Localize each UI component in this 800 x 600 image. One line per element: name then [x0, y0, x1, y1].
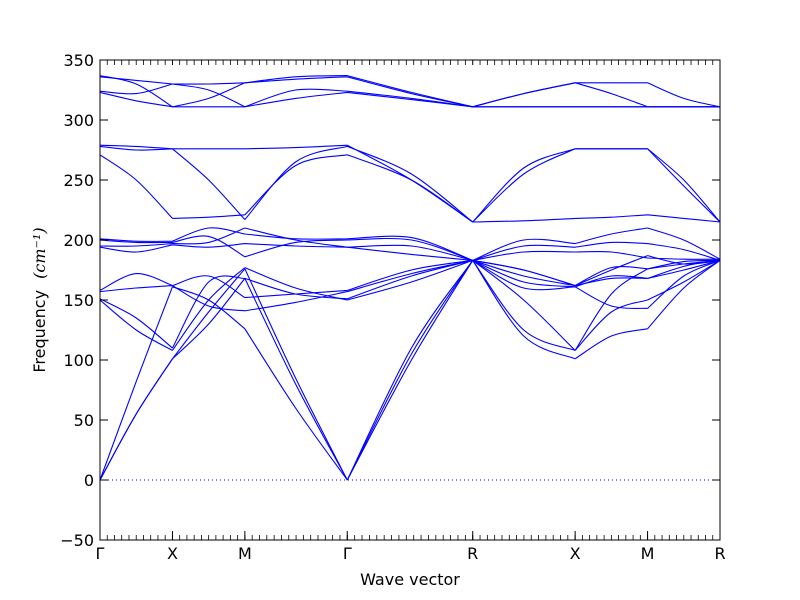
x-tick-label: R: [467, 544, 478, 563]
band-line-11: [100, 227, 720, 287]
y-tick-label: 50: [74, 411, 94, 430]
y-tick-label: 0: [84, 471, 94, 490]
band-line-8: [100, 241, 720, 261]
y-tick-label: 150: [63, 291, 94, 310]
plot-area: [100, 75, 720, 481]
x-tick-label: X: [167, 544, 178, 563]
x-tick-label: M: [641, 544, 655, 563]
x-tick-label: R: [714, 544, 725, 563]
band-line-14: [100, 144, 720, 223]
x-tick-label: Γ: [343, 544, 352, 563]
band-line-10: [100, 235, 720, 261]
band-line-6: [100, 255, 720, 312]
band-line-4: [100, 259, 720, 351]
y-tick-label: −50: [60, 531, 94, 550]
band-line-17: [100, 76, 720, 108]
y-tick-label: 250: [63, 171, 94, 190]
y-tick-label: 100: [63, 351, 94, 370]
band-line-2: [100, 259, 720, 481]
y-tick-label: 350: [63, 51, 94, 70]
x-tick-label: X: [570, 544, 581, 563]
plot-frame: [99, 59, 721, 541]
band-line-9: [100, 227, 720, 261]
band-line-13: [100, 145, 720, 223]
y-tick-label: 300: [63, 111, 94, 130]
band-line-18: [100, 75, 720, 108]
x-tick-label: M: [238, 544, 252, 563]
x-tick-label: Γ: [96, 544, 105, 563]
bands-group: [100, 75, 720, 481]
y-axis-label: Frequency (cm⁻¹): [30, 227, 49, 372]
y-tick-label: 200: [63, 231, 94, 250]
y-axis-unit: (cm⁻¹): [30, 227, 49, 278]
x-axis-label: Wave vector: [360, 570, 460, 589]
y-axis-label-text: Frequency: [30, 290, 49, 373]
